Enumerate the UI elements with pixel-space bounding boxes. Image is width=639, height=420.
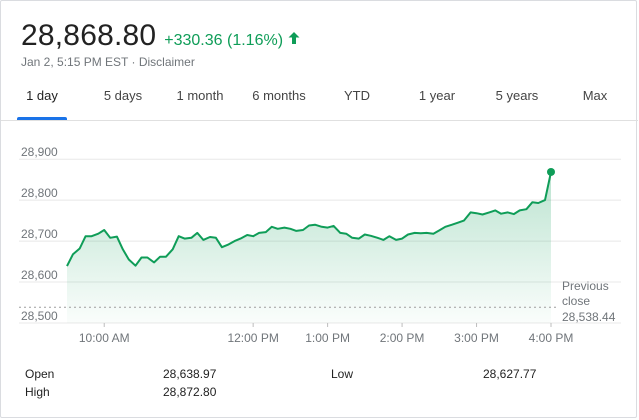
quote-subline: Jan 2, 5:15 PM EST · Disclaimer: [21, 55, 301, 69]
y-axis-ticks: 28,900 28,800 28,700 28,600 28,500: [21, 145, 58, 323]
subline-separator: ·: [128, 55, 139, 69]
price-area: [67, 172, 551, 323]
tab-ytd[interactable]: YTD: [344, 88, 370, 103]
y-tick-label: 28,800: [21, 186, 58, 200]
price-line: [66, 171, 552, 267]
tabs-divider: [1, 120, 638, 121]
x-tick-label: 2:00 PM: [380, 331, 425, 345]
stat-low-value: 28,627.77: [483, 367, 537, 381]
stat-high-label: High: [25, 385, 50, 399]
arrow-up-icon: [288, 32, 300, 44]
previous-close-label-2: close: [562, 294, 590, 308]
tab-6-months[interactable]: 6 months: [252, 88, 306, 103]
x-tick-label: 12:00 PM: [227, 331, 278, 345]
tab-1-year[interactable]: 1 year: [418, 88, 456, 103]
x-tick-label: 4:00 PM: [529, 331, 574, 345]
active-tab-indicator: [17, 117, 67, 120]
stat-open-label: Open: [25, 367, 55, 381]
last-price-dot: [547, 167, 555, 176]
y-tick-label: 28,600: [21, 268, 58, 282]
tab-1-month[interactable]: 1 month: [176, 88, 224, 103]
stat-high-value: 28,872.80: [163, 385, 217, 399]
range-tabs: 1 day 5 days 1 month 6 months YTD 1 year…: [1, 81, 638, 121]
y-tick-label: 28,500: [21, 309, 58, 323]
previous-close-label: Previous: [562, 279, 609, 293]
quote-timestamp: Jan 2, 5:15 PM EST: [21, 55, 129, 69]
disclaimer-link[interactable]: Disclaimer: [138, 55, 195, 69]
x-axis-ticks: 10:00 AM 12:00 PM 1:00 PM 2:00 PM 3:00 PM 4:0…: [79, 323, 573, 345]
tab-max[interactable]: Max: [582, 88, 608, 103]
price-row: 28,868.80 +330.36 (1.16%): [21, 19, 301, 53]
tab-5-years[interactable]: 5 years: [495, 88, 539, 103]
y-tick-label: 28,700: [21, 227, 58, 241]
x-tick-label: 1:00 PM: [305, 331, 350, 345]
stat-low-label: Low: [331, 367, 354, 381]
tab-1-day[interactable]: 1 day: [26, 88, 58, 103]
y-tick-label: 28,900: [21, 145, 58, 159]
tab-5-days[interactable]: 5 days: [103, 88, 143, 103]
price-change: +330.36 (1.16%): [164, 32, 284, 49]
quote-header: 28,868.80 +330.36 (1.16%) Jan 2, 5:15 PM…: [21, 19, 301, 69]
x-tick-label: 3:00 PM: [454, 331, 499, 345]
stat-open-value: 28,638.97: [163, 367, 217, 381]
previous-close-value: 28,538.44: [562, 310, 616, 324]
x-tick-label: 10:00 AM: [79, 331, 130, 345]
current-price: 28,868.80: [21, 19, 157, 52]
